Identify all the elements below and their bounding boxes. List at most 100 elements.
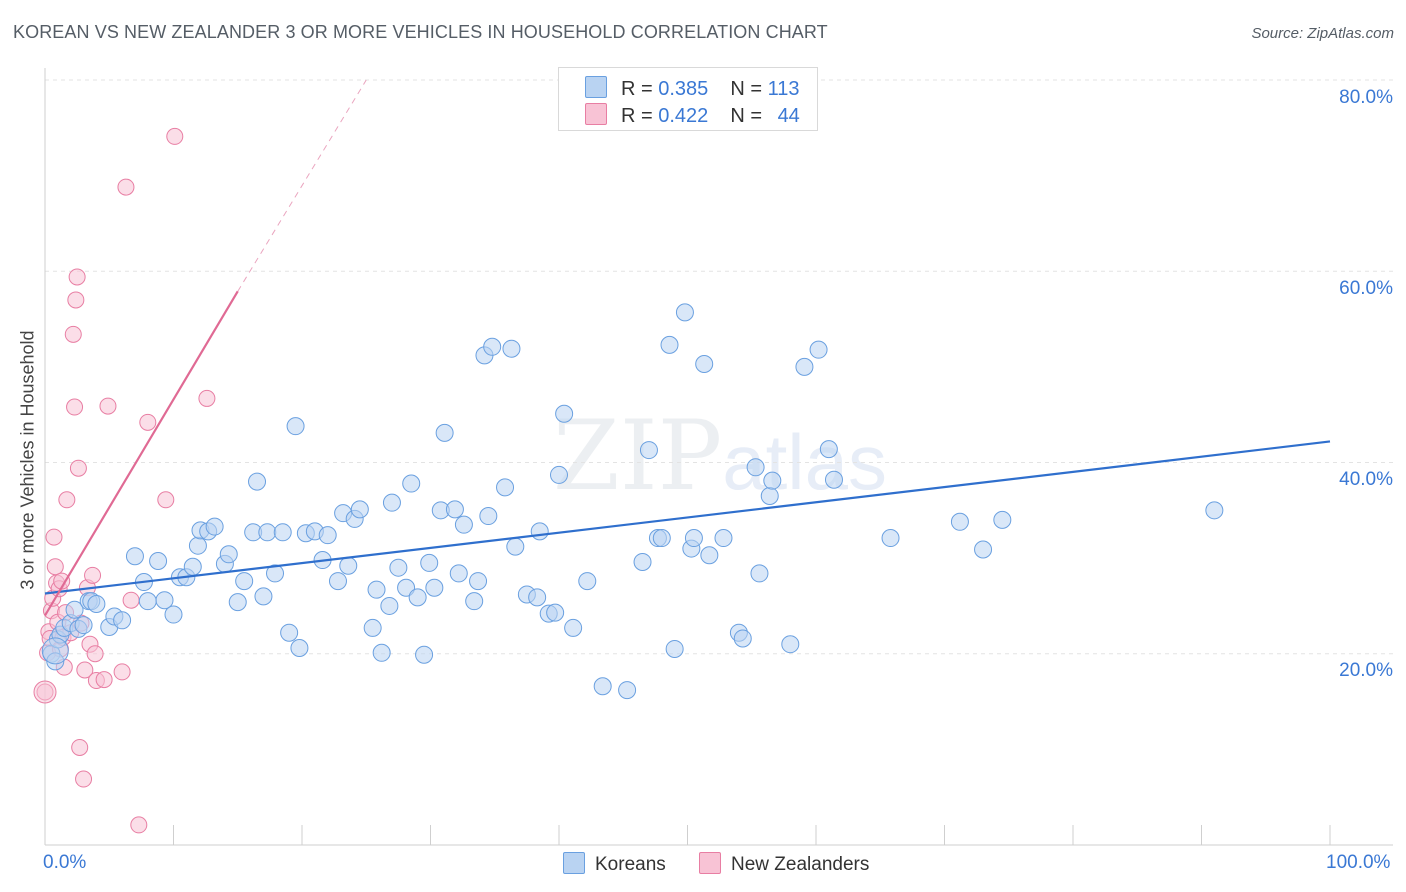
- korean-point: [155, 591, 174, 610]
- korean-point: [74, 616, 93, 635]
- korean-point: [449, 564, 468, 583]
- nz-point: [95, 671, 113, 689]
- nz-point: [76, 661, 94, 679]
- korean-point: [328, 572, 347, 591]
- watermark-zip: ZIP: [553, 400, 723, 512]
- nz-point: [86, 645, 104, 663]
- korean-point: [164, 605, 183, 624]
- korean-point: [408, 588, 427, 607]
- korean-point: [660, 335, 679, 354]
- korean-point: [367, 580, 386, 599]
- korean-point: [665, 639, 684, 658]
- legend-r-label: R =: [621, 105, 659, 127]
- korean-point: [760, 486, 779, 505]
- nz-point: [157, 491, 175, 509]
- korean-point: [506, 537, 525, 556]
- korean-point: [950, 512, 969, 531]
- legend-n-label: N =: [730, 78, 768, 100]
- korean-point: [746, 458, 765, 477]
- nz-point: [75, 770, 93, 788]
- legend-row-nz: R = 0.422 N = 44: [585, 103, 800, 128]
- legend-n-value-nz: 44: [777, 105, 800, 127]
- korean-point: [819, 440, 838, 459]
- korean-point: [502, 339, 521, 358]
- y-tick-label-80: 80.0%: [1339, 87, 1393, 108]
- nz-point: [68, 268, 86, 286]
- korean-point: [675, 303, 694, 322]
- x-tick-label-min: 0.0%: [43, 852, 87, 873]
- korean-point: [435, 423, 454, 442]
- nz-point: [130, 816, 148, 834]
- korean-point: [402, 474, 421, 493]
- korean-point: [695, 355, 714, 374]
- chart-title: KOREAN VS NEW ZEALANDER 3 OR MORE VEHICL…: [13, 22, 828, 42]
- legend-swatch-koreans: [585, 76, 607, 98]
- nz-point: [99, 397, 117, 415]
- korean-point: [382, 493, 401, 512]
- korean-point: [258, 523, 277, 542]
- korean-point: [454, 515, 473, 534]
- korean-point: [254, 587, 273, 606]
- korean-point: [350, 500, 369, 519]
- korean-point: [397, 578, 416, 597]
- korean-point: [113, 611, 132, 630]
- korean-point: [530, 522, 549, 541]
- korean-point: [809, 340, 828, 359]
- korean-trend-line: [44, 440, 1331, 595]
- korean-point: [205, 517, 224, 536]
- korean-point: [763, 471, 782, 490]
- korean-point: [733, 629, 752, 648]
- legend: R = 0.385 N = 113 R = 0.422 N = 44: [558, 67, 818, 131]
- nz-trend-line: [44, 290, 239, 617]
- korean-point: [363, 618, 382, 637]
- korean-point: [639, 441, 658, 460]
- korean-point: [465, 592, 484, 611]
- korean-point: [684, 529, 703, 548]
- korean-point: [339, 556, 358, 575]
- nz-trend-extension: [237, 79, 367, 292]
- korean-point: [248, 472, 267, 491]
- korean-point: [87, 595, 106, 614]
- legend-r-value-nz: 0.422: [658, 105, 709, 127]
- korean-point: [550, 465, 568, 484]
- korean-point: [380, 596, 399, 615]
- korean-point: [286, 417, 305, 436]
- bottom-legend-koreans: Koreans: [563, 852, 666, 876]
- bottom-legend-swatch-koreans: [563, 852, 585, 874]
- korean-point: [219, 545, 238, 564]
- y-axis-label: 3 or more Vehicles in Household: [17, 330, 38, 590]
- korean-point: [65, 600, 84, 619]
- korean-point: [445, 500, 464, 519]
- korean-point: [593, 677, 612, 696]
- korean-point: [618, 681, 637, 700]
- korean-point: [633, 552, 652, 571]
- legend-swatch-nz: [585, 103, 607, 125]
- bottom-legend-label-nz: New Zealanders: [731, 854, 870, 875]
- nz-point: [46, 558, 64, 576]
- nz-point: [139, 413, 157, 431]
- korean-point: [578, 572, 597, 591]
- korean-point: [228, 593, 247, 612]
- korean-point: [425, 578, 444, 597]
- bottom-legend-swatch-nz: [699, 852, 721, 874]
- korean-point: [750, 564, 769, 583]
- korean-point: [235, 572, 254, 591]
- nz-point: [71, 738, 89, 756]
- korean-point: [318, 526, 337, 545]
- korean-point: [781, 635, 800, 654]
- korean-point: [290, 639, 309, 658]
- nz-point: [45, 528, 63, 546]
- legend-n-label: N =: [730, 105, 768, 127]
- korean-point: [528, 588, 547, 607]
- nz-point: [84, 566, 102, 584]
- korean-point: [700, 546, 719, 565]
- nz-point: [58, 491, 76, 509]
- x-tick-label-max: 100.0%: [1326, 852, 1391, 873]
- nz-point: [113, 663, 131, 681]
- nz-point: [67, 291, 85, 309]
- korean-point: [149, 551, 168, 570]
- nz-point: [66, 398, 84, 416]
- korean-point: [483, 337, 502, 356]
- source-label: Source: ZipAtlas.com: [1251, 25, 1394, 42]
